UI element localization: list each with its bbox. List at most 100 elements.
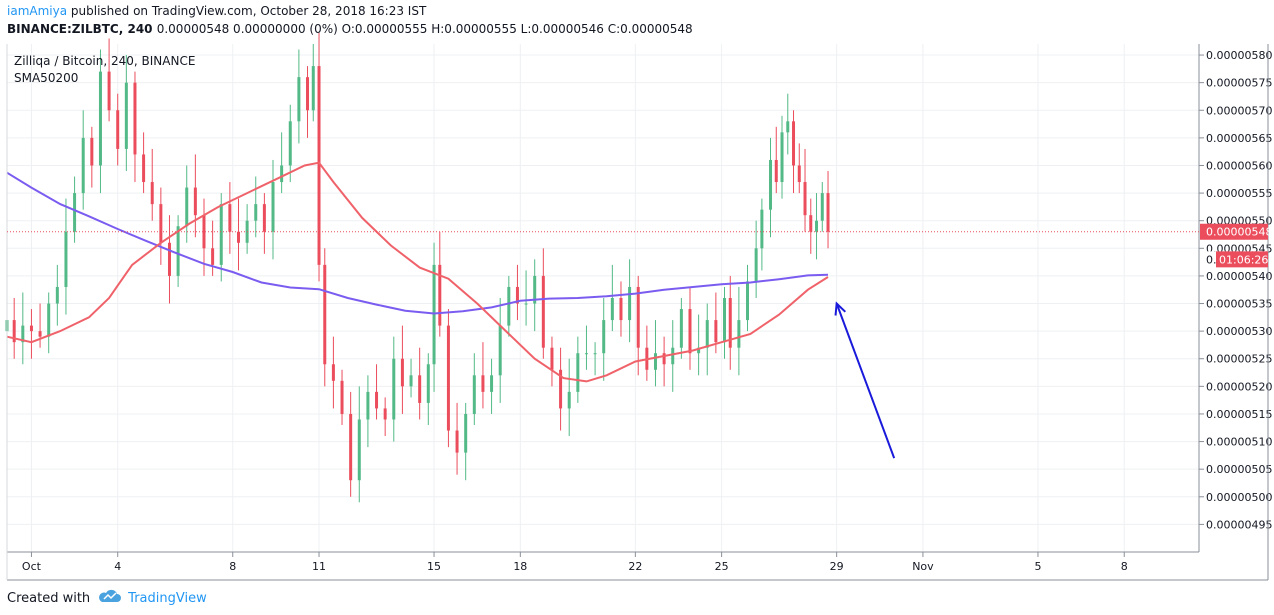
candle-body: [193, 187, 197, 216]
candle: [211, 220, 215, 276]
candle: [426, 353, 430, 425]
candle-body: [688, 309, 692, 354]
candle: [472, 353, 476, 425]
y-tick-label: 0.00000515: [1206, 408, 1272, 421]
candle: [593, 342, 597, 376]
y-tick-label: 0.00000520: [1206, 380, 1272, 393]
candle-body: [400, 358, 404, 387]
candle: [400, 325, 404, 414]
candle-body: [159, 204, 163, 243]
candle: [746, 264, 750, 332]
candle-body: [662, 353, 666, 365]
annotation-arrow: [834, 301, 896, 459]
candle: [29, 309, 33, 359]
candle-body: [455, 430, 459, 453]
candle: [584, 325, 588, 370]
x-tick-label: Nov: [912, 560, 934, 573]
tradingview-link[interactable]: TradingView: [128, 590, 207, 606]
candle-body: [769, 159, 773, 210]
candle: [392, 336, 396, 442]
author-link[interactable]: iamAmiya: [7, 4, 68, 18]
candle: [323, 248, 327, 387]
candle: [331, 336, 335, 409]
y-tick-label: 0.00000560: [1206, 159, 1272, 172]
candle: [507, 275, 511, 337]
candle: [366, 375, 370, 448]
candle-body: [797, 165, 801, 183]
tradingview-cloud-icon: [98, 589, 122, 607]
candle: [340, 369, 344, 425]
candle: [409, 358, 413, 398]
candle: [754, 220, 758, 298]
y-tick-label: 0.00000575: [1206, 77, 1272, 90]
candle: [297, 49, 301, 144]
candle: [464, 402, 468, 481]
candle: [116, 93, 120, 166]
candle: [375, 364, 379, 420]
candle: [576, 336, 580, 403]
candle: [288, 104, 292, 183]
candle-body: [524, 303, 528, 305]
candle: [481, 342, 485, 409]
chart-axes: 0.00000580 0.00000575 0.00000570 0.00000565…: [6, 44, 1272, 581]
candle-body: [671, 347, 675, 365]
candle: [317, 32, 321, 282]
candle: [723, 286, 727, 359]
x-tick-label: 5: [1034, 560, 1041, 573]
x-tick-label: 15: [427, 560, 441, 573]
candle: [559, 347, 563, 431]
candle-body: [142, 154, 146, 183]
candle: [662, 336, 666, 387]
sma-200-line: [6, 171, 829, 315]
candle-body: [737, 320, 741, 348]
candle-body: [29, 325, 33, 332]
candle-body: [280, 165, 284, 183]
candle-body: [446, 325, 450, 431]
candle: [815, 193, 819, 260]
candle: [21, 292, 25, 365]
y-tick-label: 0.00000500: [1206, 491, 1272, 504]
candle: [645, 325, 649, 381]
candle-body: [349, 413, 353, 481]
candle: [515, 264, 519, 321]
candle-body: [533, 275, 537, 304]
candle-body: [409, 375, 413, 387]
candle-body: [774, 159, 778, 183]
y-tick-label: 0.00000580: [1206, 49, 1272, 62]
arrow-head: [834, 301, 847, 316]
candle: [262, 193, 266, 254]
candle: [219, 193, 223, 282]
candle: [90, 126, 94, 188]
candle: [357, 386, 361, 503]
y-tick-label: 0.00000540: [1206, 270, 1272, 283]
candle-body: [236, 231, 240, 243]
candle: [245, 204, 249, 254]
candle-body: [780, 132, 784, 183]
candle-body: [211, 248, 215, 265]
symbol-header: BINANCE:ZILBTC, 240 0.00000548 0.0000000…: [7, 22, 693, 36]
candle: [98, 49, 102, 194]
candle-body: [760, 209, 764, 249]
x-tick-label: 25: [715, 560, 729, 573]
candle: [185, 165, 189, 243]
candle-body: [679, 309, 683, 348]
candle-body: [98, 71, 102, 166]
candle: [550, 336, 554, 387]
candle-body: [826, 193, 830, 232]
publish-header: iamAmiya published on TradingView.com, O…: [7, 4, 426, 18]
y-tick-label: 0.00000525: [1206, 353, 1272, 366]
candle-body: [593, 353, 597, 355]
candle: [826, 171, 830, 249]
candle: [167, 215, 171, 304]
countdown-tag: [1216, 251, 1268, 268]
candle-body: [81, 137, 85, 194]
candle: [193, 154, 197, 238]
candle: [271, 159, 275, 260]
candle-body: [610, 298, 614, 321]
candle: [792, 110, 796, 194]
y-tick-label: 0.00000565: [1206, 132, 1272, 145]
candle-body: [124, 82, 128, 149]
candle: [797, 143, 801, 194]
candle-body: [584, 353, 588, 355]
